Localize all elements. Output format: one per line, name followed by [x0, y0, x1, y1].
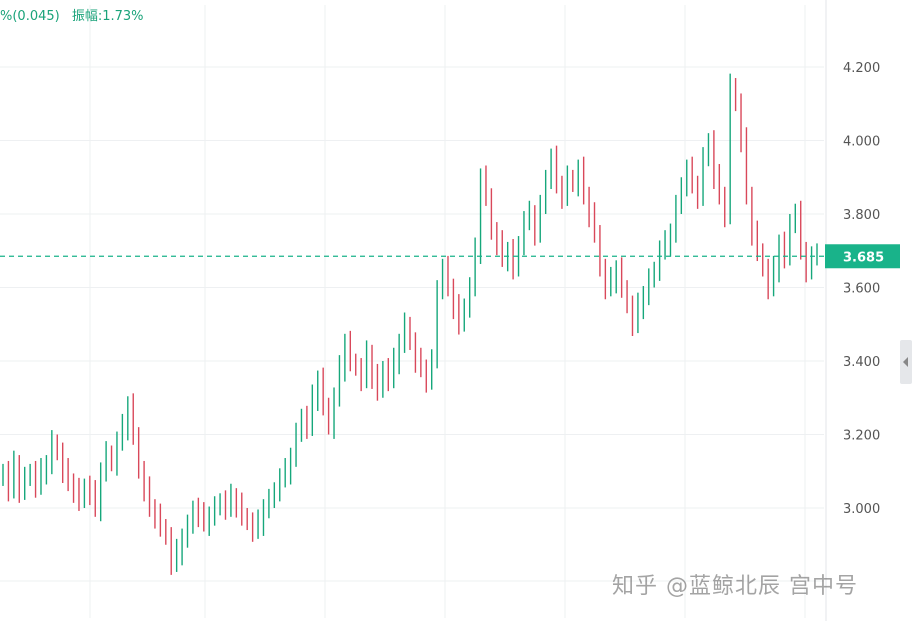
collapse-panel-handle[interactable]: [900, 340, 912, 384]
price-change-text: %(0.045): [0, 9, 60, 24]
amplitude-text: 振幅:1.73%: [71, 9, 144, 24]
y-tick-label-4: 3.800: [843, 208, 880, 223]
y-tick-label-2: 3.400: [843, 355, 880, 370]
y-tick-label-1: 3.200: [843, 429, 880, 444]
last-price-label: 3.685: [843, 250, 884, 265]
y-tick-label-6: 4.200: [843, 61, 880, 76]
y-tick-label-5: 4.000: [843, 135, 880, 150]
watermark-text: 知乎 @蓝鲸北辰 宫中号: [612, 574, 858, 599]
y-tick-label-0: 3.000: [843, 502, 880, 517]
header-info: %(0.045) 振幅:1.73%: [0, 5, 152, 24]
y-tick-label-3: 3.600: [843, 282, 880, 297]
last-price-badge: [825, 244, 900, 269]
